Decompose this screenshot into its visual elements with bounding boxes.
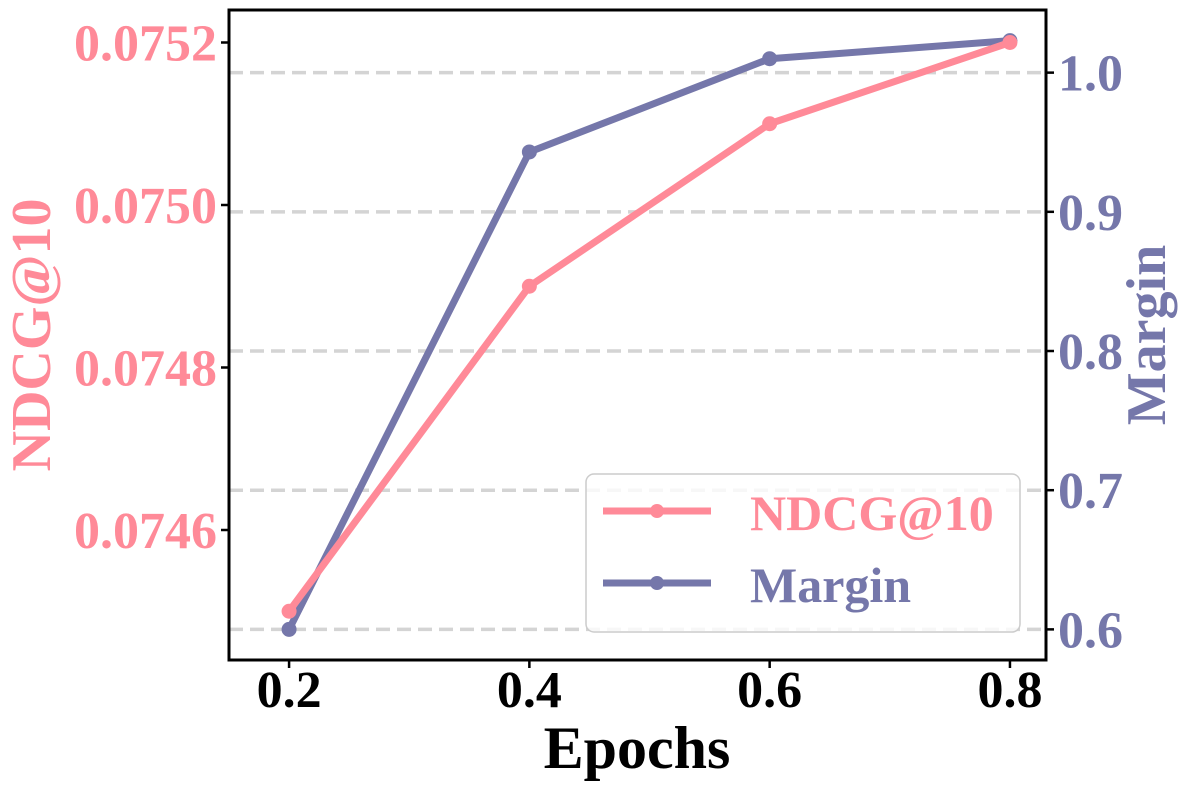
margin-series-line	[285, 37, 1014, 633]
ndcg-data-point	[281, 603, 297, 619]
ndcg-series-line	[285, 39, 1014, 615]
legend: NDCG@10 Margin	[585, 473, 1021, 633]
x-axis-title: Epochs	[544, 715, 731, 781]
left-axis-title: NDCG@10	[1, 199, 63, 472]
left-tick-label: 0.0750	[74, 178, 217, 235]
left-tick-label: 0.0752	[74, 16, 217, 73]
right-tick-label: 0.9	[1058, 185, 1123, 242]
margin-data-point	[762, 51, 778, 67]
right-tick-label: 0.8	[1058, 324, 1123, 381]
plot-frame	[227, 8, 1048, 662]
left-tick-label: 0.0746	[74, 503, 217, 560]
legend-margin-label: Margin	[750, 557, 911, 613]
ndcg-data-point	[762, 116, 778, 132]
right-tick-label: 0.6	[1058, 602, 1123, 659]
margin-data-point	[281, 621, 297, 637]
right-tick-label: 0.7	[1058, 463, 1123, 520]
x-tick-label: 0.8	[977, 662, 1042, 719]
legend-ndcg-label: NDCG@10	[750, 485, 994, 541]
left-tick-label: 0.0748	[74, 341, 217, 398]
legend-ndcg-marker	[650, 504, 664, 518]
series-layer	[281, 33, 1018, 637]
x-tick-label: 0.4	[497, 662, 562, 719]
right-axis-title: Margin	[1116, 245, 1178, 425]
axes-layer: 0.2 0.4 0.6 0.8 0.0746 0.0748 0.0750 0.0752 0.6 0…	[74, 16, 1123, 720]
margin-data-point	[521, 144, 537, 160]
x-tick-label: 0.2	[257, 662, 322, 719]
right-tick-label: 1.0	[1058, 46, 1123, 103]
ndcg-data-point	[1002, 35, 1018, 50]
x-tick-label: 0.6	[737, 662, 802, 719]
ndcg-data-point	[521, 278, 537, 294]
legend-margin-marker	[650, 576, 664, 590]
